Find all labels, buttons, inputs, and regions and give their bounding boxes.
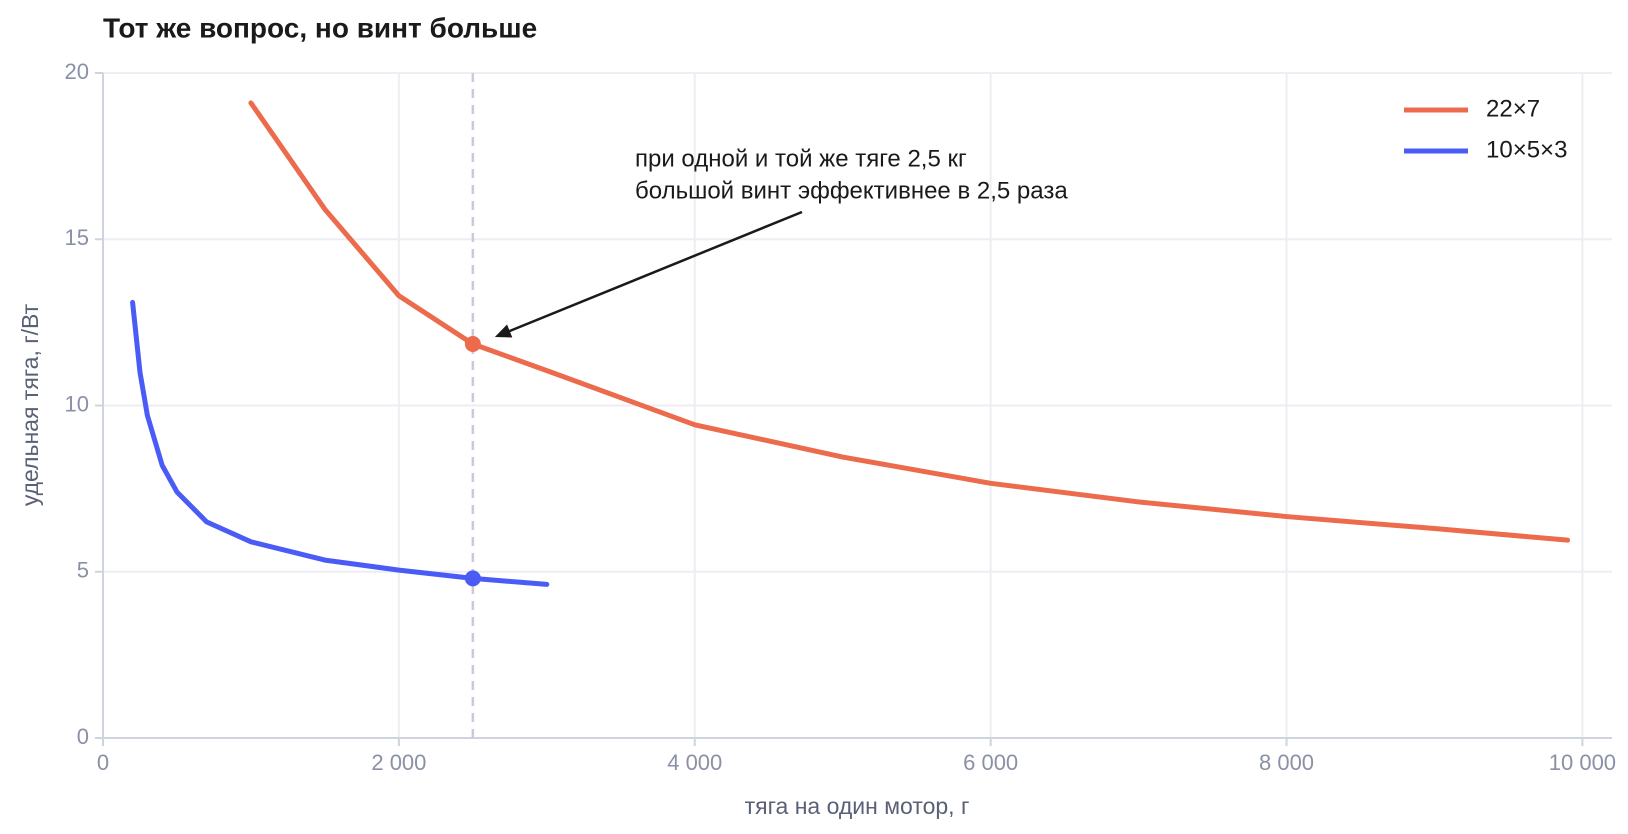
x-tick-label: 10 000 [1549, 750, 1616, 775]
x-tick-label: 6 000 [963, 750, 1018, 775]
chart-title: Тот же вопрос, но винт больше [103, 12, 537, 43]
y-tick-label: 10 [65, 391, 89, 416]
y-tick-label: 20 [65, 59, 89, 84]
annotation-text: большой винт эффективнее в 2,5 раза [635, 177, 1068, 204]
x-tick-label: 2 000 [371, 750, 426, 775]
series-line [130, 299, 550, 587]
x-axis-label: тяга на один мотор, г [745, 793, 970, 819]
legend-label: 22×7 [1486, 95, 1540, 122]
x-tick-label: 8 000 [1259, 750, 1314, 775]
legend-label: 10×5×3 [1486, 136, 1567, 163]
y-axis-label: удельная тяга, г/Вт [17, 303, 43, 506]
arrow-head [494, 324, 513, 338]
x-tick-label: 4 000 [667, 750, 722, 775]
series-line [248, 100, 1571, 543]
y-tick-label: 5 [77, 558, 89, 583]
y-tick-label: 15 [65, 225, 89, 250]
x-tick-label: 0 [97, 750, 109, 775]
highlight-point [464, 335, 481, 352]
y-tick-label: 0 [77, 724, 89, 749]
annotation-arrow [504, 210, 803, 335]
annotation-text: при одной и той же тяге 2,5 кг [635, 145, 967, 172]
highlight-point [464, 570, 481, 587]
